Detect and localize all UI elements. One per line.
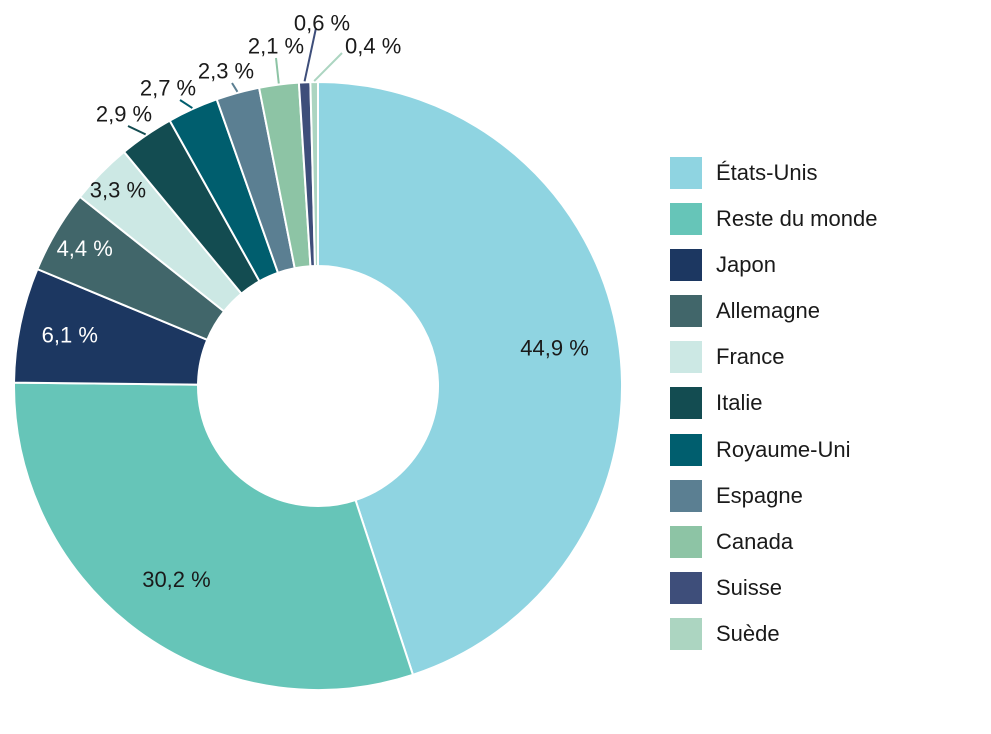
legend-item-italie: Italie xyxy=(670,387,877,420)
legend-label: Italie xyxy=(716,390,763,416)
legend-item-allemagne: Allemagne xyxy=(670,295,877,328)
legend-item-espagne: Espagne xyxy=(670,479,877,512)
data-label-france: 3,3 % xyxy=(90,177,146,202)
data-label-etats-unis: 44,9 % xyxy=(520,336,589,361)
data-label-suede: 0,4 % xyxy=(345,34,401,59)
legend-label: Suisse xyxy=(716,574,783,600)
data-label-japon: 6,1 % xyxy=(42,322,98,347)
legend-label: Espagne xyxy=(716,482,803,508)
data-label-reste-du-monde: 30,2 % xyxy=(142,567,211,592)
legend-item-suede: Suède xyxy=(670,617,877,650)
legend-item-canada: Canada xyxy=(670,525,877,558)
legend-label: Allemagne xyxy=(716,298,820,324)
legend-swatch xyxy=(670,617,702,650)
data-label-royaume-uni: 2,7 % xyxy=(140,76,196,101)
legend-label: France xyxy=(716,344,785,370)
data-label-italie: 2,9 % xyxy=(96,102,152,127)
legend-label: Canada xyxy=(716,528,794,554)
leader-line-suisse xyxy=(303,27,317,82)
legend-swatch xyxy=(670,479,702,512)
legend-item-france: France xyxy=(670,341,877,374)
legend-label: Japon xyxy=(716,252,776,278)
legend-swatch xyxy=(670,157,702,189)
legend-swatch xyxy=(670,341,702,374)
slice-suede xyxy=(309,80,319,268)
slice-reste-du-monde xyxy=(13,381,415,691)
legend-swatch xyxy=(670,525,702,558)
legend-swatch xyxy=(670,571,702,604)
leader-line-espagne xyxy=(231,82,239,93)
legend-item-etats-unis: États-Unis xyxy=(670,157,877,189)
legend-item-japon: Japon xyxy=(670,249,877,282)
slice-etats-unis xyxy=(317,80,623,677)
legend-swatch xyxy=(670,387,702,420)
legend-label: Royaume-Uni xyxy=(716,436,851,462)
data-label-espagne: 2,3 % xyxy=(198,59,254,84)
legend-label: États-Unis xyxy=(716,160,818,185)
data-label-canada: 2,1 % xyxy=(248,34,304,59)
data-label-suisse: 0,6 % xyxy=(294,11,350,36)
legend-item-royaume-uni: Royaume-Uni xyxy=(670,433,877,466)
legend-swatch xyxy=(670,433,702,466)
legend-label: Reste du monde xyxy=(716,206,878,232)
leader-line-suede xyxy=(313,52,343,82)
leader-line-canada xyxy=(275,57,280,84)
legend-item-reste-du-monde: Reste du monde xyxy=(670,203,878,236)
legend-item-suisse: Suisse xyxy=(670,571,877,604)
legend: États-Unis Reste du monde Japon Allemagne Fr… xyxy=(670,157,877,664)
data-label-allemagne: 4,4 % xyxy=(57,236,113,261)
leader-line-royaume-uni xyxy=(179,99,193,109)
legend-swatch xyxy=(670,295,702,328)
legend-swatch xyxy=(670,203,702,236)
legend-label: Suède xyxy=(716,620,780,646)
legend-swatch xyxy=(670,249,702,282)
leader-line-italie xyxy=(127,125,147,136)
